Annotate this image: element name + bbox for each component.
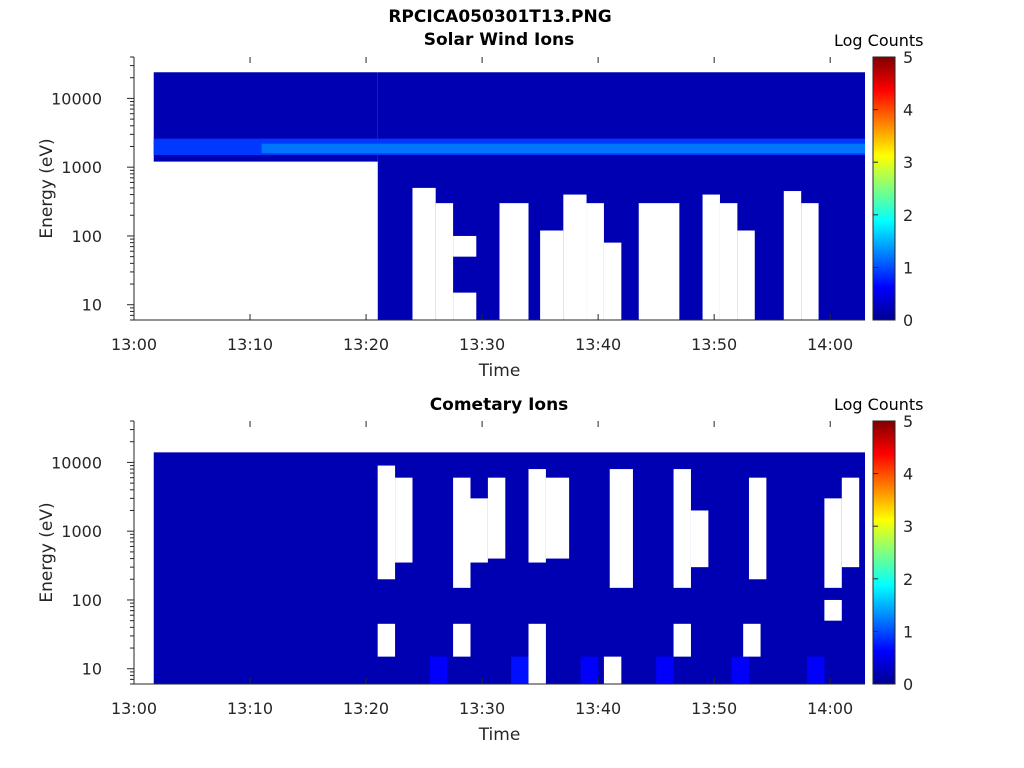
- data-gap: [824, 498, 842, 588]
- data-gap: [801, 203, 819, 320]
- data-gap: [453, 623, 471, 657]
- heat-cell: [806, 656, 825, 684]
- data-gap: [528, 469, 546, 563]
- y-tick-label: 1000: [61, 158, 102, 177]
- data-gap: [395, 477, 413, 563]
- cometary-colorbar: 0 1 2 3 4 5: [872, 412, 913, 694]
- colorbar-tick-label: 1: [903, 258, 913, 277]
- x-axis-label: Time: [478, 361, 521, 381]
- heat-cell: [429, 656, 448, 684]
- data-gap: [540, 230, 564, 320]
- data-gap: [841, 477, 860, 568]
- x-tick-label: 14:00: [807, 699, 853, 718]
- data-gap: [453, 235, 477, 257]
- data-gap: [690, 510, 709, 568]
- y-tick-label: 10: [82, 660, 102, 679]
- data-gap: [748, 477, 767, 580]
- data-gap: [377, 623, 396, 657]
- x-tick-label: 13:50: [691, 699, 737, 718]
- colorbar-tick-label: 0: [903, 311, 913, 330]
- x-axis-label: Time: [478, 725, 521, 745]
- heat-cell: [731, 656, 749, 684]
- cometary-spectrogram: 13:00 13:10 13:20 13:30 13:40 13:50 14:00 10 100…: [37, 420, 865, 745]
- data-gap: [603, 656, 622, 684]
- data-gap: [545, 477, 570, 559]
- data-gap: [586, 203, 604, 320]
- y-tick-label: 100: [71, 591, 102, 610]
- solar-wind-colorbar: 0 1 2 3 4 5: [872, 48, 913, 330]
- x-tick-label: 13:40: [575, 335, 621, 354]
- colorbar-tick-label: 0: [903, 675, 913, 694]
- colorbar-tick-label: 3: [903, 153, 913, 172]
- data-gap: [412, 187, 436, 320]
- x-tick-label: 13:00: [111, 335, 157, 354]
- colorbar-label-solar-wind: Log Counts: [834, 31, 924, 50]
- colorbar-tick-label: 5: [903, 48, 913, 67]
- y-tick-label: 10: [82, 296, 102, 315]
- x-tick-label: 13:20: [343, 699, 389, 718]
- panel-title-cometary: Cometary Ions: [429, 395, 569, 415]
- x-tick-label: 13:30: [459, 335, 505, 354]
- data-gap: [470, 498, 488, 563]
- heat-cell: [580, 656, 599, 684]
- colorbar-scale: [872, 420, 896, 685]
- data-gap: [563, 194, 587, 320]
- heat-cell: [261, 143, 866, 154]
- data-gap: [435, 203, 454, 320]
- y-axis-label: Energy (eV): [37, 138, 57, 238]
- data-gap: [499, 203, 529, 320]
- colorbar-tick-label: 1: [903, 622, 913, 641]
- y-axis-label: Energy (eV): [37, 502, 57, 602]
- data-gap: [702, 194, 720, 320]
- data-gap: [153, 161, 378, 320]
- colorbar-tick-label: 5: [903, 412, 913, 431]
- colorbar-tick-label: 2: [903, 570, 913, 589]
- y-tick-label: 10000: [51, 89, 102, 108]
- data-gap: [673, 469, 691, 588]
- x-tick-label: 14:00: [807, 335, 853, 354]
- y-tick-label: 100: [71, 227, 102, 246]
- colorbar-scale: [872, 56, 896, 321]
- x-tick-label: 13:00: [111, 699, 157, 718]
- x-tick-label: 13:10: [227, 699, 273, 718]
- data-gap: [453, 477, 471, 588]
- x-tick-label: 13:50: [691, 335, 737, 354]
- x-tick-label: 13:20: [343, 335, 389, 354]
- data-gap: [783, 191, 802, 320]
- heat-cell: [656, 656, 674, 684]
- colorbar-tick-label: 2: [903, 206, 913, 225]
- data-gap: [737, 230, 755, 320]
- data-gap: [453, 292, 477, 320]
- colorbar-label-cometary: Log Counts: [834, 395, 924, 414]
- data-gap: [638, 203, 680, 320]
- y-tick-label: 10000: [51, 453, 102, 472]
- x-tick-label: 13:10: [227, 335, 273, 354]
- colorbar-tick-label: 4: [903, 465, 913, 484]
- panel-title-solar-wind: Solar Wind Ions: [423, 30, 575, 50]
- page-title: RPCICA050301T13.PNG: [388, 7, 612, 27]
- y-tick-label: 1000: [61, 522, 102, 541]
- heat-cell: [511, 656, 529, 684]
- colorbar-tick-label: 3: [903, 517, 913, 536]
- data-gap: [719, 203, 738, 320]
- colorbar-tick-label: 4: [903, 101, 913, 120]
- x-tick-label: 13:40: [575, 699, 621, 718]
- data-gap: [743, 623, 761, 657]
- data-gap: [487, 477, 506, 559]
- data-gap: [528, 623, 546, 684]
- data-gap: [609, 469, 633, 588]
- data-gap: [824, 599, 842, 621]
- solar-wind-spectrogram: 13:00 13:10 13:20 13:30 13:40 13:50 14:00 10 100…: [37, 56, 866, 381]
- x-tick-label: 13:30: [459, 699, 505, 718]
- data-gap: [377, 465, 396, 580]
- data-gap: [603, 242, 622, 320]
- data-gap: [673, 623, 691, 657]
